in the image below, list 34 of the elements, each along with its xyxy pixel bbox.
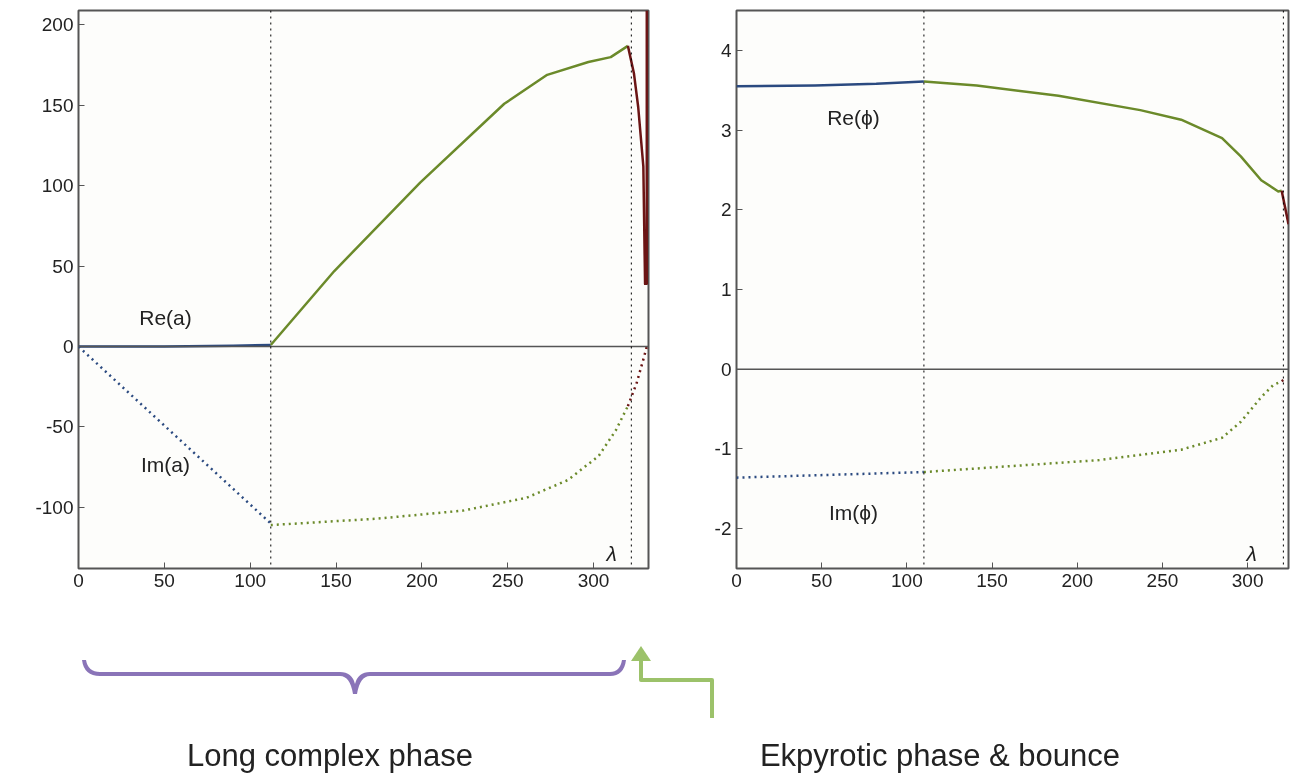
y-tick-label: 0 [720,358,732,380]
x-axis-title: λ [605,541,617,565]
y-tick-label: 200 [41,14,74,36]
x-tick-label: 100 [234,569,267,591]
x-tick-label: 300 [1231,569,1264,591]
annotation: Im(ϕ) [828,501,879,524]
y-tick-label: -100 [35,496,74,518]
y-tick-label: -1 [714,438,732,460]
text: Ekpyrotic phase & bounce [759,738,1121,774]
x-tick-label: 300 [577,569,610,591]
y-tick-label: -50 [46,416,74,438]
annotation: Re(a) [139,306,192,329]
y-tick-label: 3 [720,119,732,141]
x-axis-title: λ [1245,541,1257,565]
x-tick-label: 100 [891,569,923,591]
y-tick-label: 100 [41,175,74,197]
x-tick-label: 200 [406,569,438,591]
x-tick-label: 50 [811,569,833,591]
y-tick-label: 4 [720,39,732,61]
x-tick-label: 50 [153,569,175,591]
y-tick-label: 2 [720,199,732,221]
y-tick-label: 1 [720,279,732,300]
x-tick-label: 250 [491,569,524,591]
annotation: Re(ϕ) [827,106,880,129]
text: Long complex phase [186,738,474,774]
x-tick-label: 200 [1061,569,1094,591]
y-tick-label: -2 [714,518,732,540]
x-tick-label: 250 [1146,569,1179,591]
annotation: Im(a) [141,453,190,476]
y-tick-label: 150 [41,94,74,116]
y-tick-label: 50 [52,255,74,277]
y-tick-label: 0 [62,336,74,358]
x-tick-label: 150 [320,569,352,591]
x-tick-label: 150 [976,569,1008,591]
